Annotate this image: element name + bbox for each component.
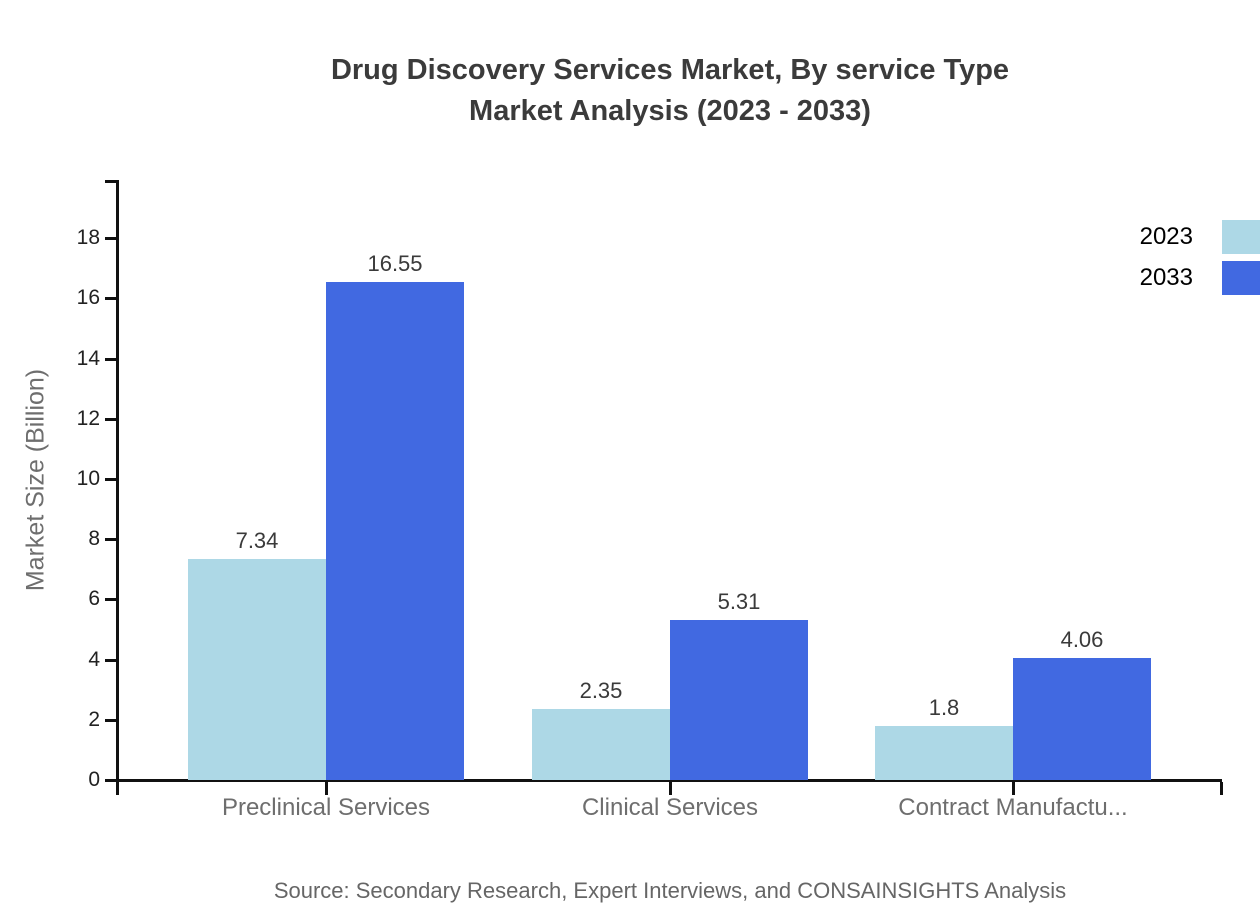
y-tick-label: 10 bbox=[76, 467, 100, 490]
y-tick bbox=[105, 358, 118, 361]
bar-2023-2 bbox=[875, 726, 1013, 780]
y-tick bbox=[105, 538, 118, 541]
bar-value-label: 16.55 bbox=[367, 251, 423, 276]
bar-2023-1 bbox=[532, 709, 670, 780]
y-tick-label: 2 bbox=[88, 708, 100, 731]
x-axis-line bbox=[116, 779, 1222, 782]
legend-item-2023: 2023 bbox=[1140, 220, 1260, 254]
legend-item-2033: 2033 bbox=[1140, 261, 1260, 295]
y-tick bbox=[105, 779, 118, 782]
chart-title-line1: Drug Discovery Services Market, By servi… bbox=[330, 54, 1010, 86]
legend-label: 2033 bbox=[1139, 264, 1193, 291]
x-axis-category-label: Preclinical Services bbox=[221, 794, 431, 821]
legend-swatch bbox=[1222, 220, 1260, 254]
y-tick-label: 8 bbox=[88, 527, 100, 550]
chart-title-line2: Market Analysis (2023 - 2033) bbox=[469, 95, 871, 127]
y-tick-label: 4 bbox=[88, 648, 100, 671]
y-tick bbox=[105, 598, 118, 601]
y-tick bbox=[105, 297, 118, 300]
bar-value-label: 1.8 bbox=[928, 695, 960, 720]
y-tick-label: 18 bbox=[76, 226, 100, 249]
bar-value-label: 7.34 bbox=[235, 528, 279, 553]
x-axis-category-label: Contract Manufactu... bbox=[898, 794, 1128, 821]
y-tick bbox=[105, 659, 118, 662]
source-note: Source: Secondary Research, Expert Inter… bbox=[273, 878, 1067, 903]
y-tick-label: 14 bbox=[76, 347, 100, 370]
legend-label: 2023 bbox=[1139, 223, 1193, 250]
y-tick-label: 16 bbox=[76, 286, 100, 309]
bar-value-label: 5.31 bbox=[717, 589, 761, 614]
x-axis-end-tick bbox=[1220, 782, 1223, 795]
y-tick-label: 0 bbox=[88, 768, 100, 791]
legend: 2023 2033 bbox=[1140, 220, 1260, 302]
y-tick bbox=[105, 478, 118, 481]
x-axis-category-label: Clinical Services bbox=[581, 794, 759, 821]
y-axis-line bbox=[116, 180, 119, 795]
legend-swatch bbox=[1222, 261, 1260, 295]
bar-2033-1 bbox=[670, 620, 808, 780]
y-tick bbox=[105, 237, 118, 240]
y-tick bbox=[105, 418, 118, 421]
bar-value-label: 4.06 bbox=[1060, 627, 1104, 652]
y-tick-label: 6 bbox=[88, 587, 100, 610]
x-tick bbox=[669, 782, 672, 795]
bar-2023-0 bbox=[188, 559, 326, 780]
x-tick bbox=[325, 782, 328, 795]
chart-title: Drug Discovery Services Market, By servi… bbox=[80, 50, 1260, 132]
y-tick bbox=[105, 719, 118, 722]
bar-value-label: 2.35 bbox=[579, 678, 623, 703]
y-tick-label: 12 bbox=[76, 407, 100, 430]
bar-2033-0 bbox=[326, 282, 464, 780]
bar-2033-2 bbox=[1013, 658, 1151, 780]
y-axis-end-tick bbox=[105, 180, 118, 183]
x-tick bbox=[1012, 782, 1015, 795]
